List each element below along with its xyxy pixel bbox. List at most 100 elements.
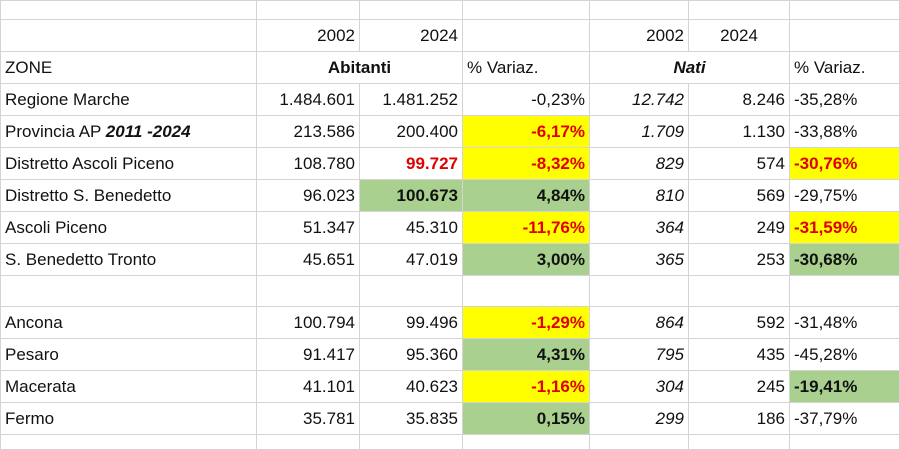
abitanti-2002-cell[interactable]: 51.347 [256,211,360,244]
nati-2024-cell[interactable]: 186 [688,402,790,435]
top-partial-row [0,0,900,20]
variation-abitanti-cell[interactable]: -8,32% [462,147,590,180]
abitanti-2024-cell[interactable]: 47.019 [359,243,463,276]
abitanti-2002-cell[interactable]: 35.781 [256,402,360,435]
zone-cell[interactable]: S. Benedetto Tronto [0,243,257,276]
abitanti-2024-cell[interactable]: 1.481.252 [359,83,463,116]
zone-cell[interactable]: Macerata [0,370,257,403]
zone-header[interactable]: ZONE [0,51,257,84]
nati-2002-cell[interactable]: 829 [589,147,689,180]
nati-2024-cell[interactable]: 435 [688,338,790,371]
nati-2002-cell[interactable]: 299 [589,402,689,435]
table-row: Fermo 35.781 35.835 0,15% 299 186 -37,79… [0,402,900,435]
zone-cell[interactable]: Ascoli Piceno [0,211,257,244]
variation-nati-cell[interactable]: -33,88% [789,115,900,148]
abitanti-2002-cell[interactable]: 100.794 [256,306,360,339]
nati-2024-cell[interactable]: 592 [688,306,790,339]
table-row: Macerata 41.101 40.623 -1,16% 304 245 -1… [0,370,900,403]
variation-nati-cell[interactable]: -29,75% [789,179,900,212]
zone-cell[interactable]: Distretto Ascoli Piceno [0,147,257,180]
variation-abitanti-cell[interactable]: 3,00% [462,243,590,276]
table-row: S. Benedetto Tronto 45.651 47.019 3,00% … [0,243,900,276]
nati-2002-cell[interactable]: 12.742 [589,83,689,116]
nati-2002-cell[interactable]: 1.709 [589,115,689,148]
variation-nati-cell[interactable]: -35,28% [789,83,900,116]
abitanti-2024-cell[interactable]: 99.496 [359,306,463,339]
nati-2024-cell[interactable]: 245 [688,370,790,403]
variation-nati-cell[interactable]: -19,41% [789,370,900,403]
variation-abitanti-cell[interactable]: -0,23% [462,83,590,116]
table-row: Distretto Ascoli Piceno 108.780 99.727 -… [0,147,900,180]
zone-cell[interactable]: Ancona [0,306,257,339]
abitanti-2002-cell[interactable]: 45.651 [256,243,360,276]
abitanti-2002-cell[interactable]: 91.417 [256,338,360,371]
zone-cell[interactable]: Pesaro [0,338,257,371]
abitanti-2002-cell[interactable]: 96.023 [256,179,360,212]
nati-2002-cell[interactable]: 795 [589,338,689,371]
abitanti-2002-cell[interactable]: 1.484.601 [256,83,360,116]
year-2002-abitanti[interactable]: 2002 [256,19,360,52]
year-2024-nati[interactable]: 2024 [688,19,790,52]
zone-cell[interactable]: Regione Marche [0,83,257,116]
variation-nati-cell[interactable]: -30,68% [789,243,900,276]
abitanti-2024-cell[interactable]: 99.727 [359,147,463,180]
table-row: Regione Marche 1.484.601 1.481.252 -0,23… [0,83,900,116]
variation-nati-cell[interactable]: -31,48% [789,306,900,339]
table-row: Ancona 100.794 99.496 -1,29% 864 592 -31… [0,306,900,339]
variation-nati-cell[interactable]: -31,59% [789,211,900,244]
zone-cell[interactable]: Provincia AP 2011 -2024 [0,115,257,148]
nati-2024-cell[interactable]: 8.246 [688,83,790,116]
nati-2002-cell[interactable]: 364 [589,211,689,244]
nati-2024-cell[interactable]: 574 [688,147,790,180]
table-row: Pesaro 91.417 95.360 4,31% 795 435 -45,2… [0,338,900,371]
nati-2002-cell[interactable]: 810 [589,179,689,212]
zone-cell[interactable]: Distretto S. Benedetto [0,179,257,212]
cell-empty[interactable] [789,19,900,52]
abitanti-2002-cell[interactable]: 41.101 [256,370,360,403]
variation-nati-cell[interactable]: -30,76% [789,147,900,180]
label-header-row: ZONE Abitanti % Variaz. Nati % Variaz. [0,51,900,84]
nati-2002-cell[interactable]: 864 [589,306,689,339]
abitanti-2002-cell[interactable]: 108.780 [256,147,360,180]
nati-2024-cell[interactable]: 1.130 [688,115,790,148]
table-row: Provincia AP 2011 -2024 213.586 200.400 … [0,115,900,148]
abitanti-2024-cell[interactable]: 200.400 [359,115,463,148]
nati-2002-cell[interactable]: 304 [589,370,689,403]
abitanti-2024-cell[interactable]: 35.835 [359,402,463,435]
abitanti-2024-cell[interactable]: 45.310 [359,211,463,244]
variation-abitanti-cell[interactable]: -6,17% [462,115,590,148]
zone-cell[interactable]: Fermo [0,402,257,435]
zone-name: Provincia AP [5,122,106,141]
nati-2024-cell[interactable]: 569 [688,179,790,212]
cell-empty[interactable] [0,19,257,52]
table-row: Ascoli Piceno 51.347 45.310 -11,76% 364 … [0,211,900,244]
variation-abitanti-cell[interactable]: -1,16% [462,370,590,403]
abitanti-2024-cell[interactable]: 95.360 [359,338,463,371]
variation-abitanti-cell[interactable]: -1,29% [462,306,590,339]
table-row: Distretto S. Benedetto 96.023 100.673 4,… [0,179,900,212]
abitanti-2002-cell[interactable]: 213.586 [256,115,360,148]
cell-empty[interactable] [462,19,590,52]
variation-abitanti-cell[interactable]: -11,76% [462,211,590,244]
variation-nati-cell[interactable]: -45,28% [789,338,900,371]
separator-row [0,275,900,307]
zone-period: 2011 -2024 [105,122,191,141]
variation-abitanti-header[interactable]: % Variaz. [462,51,590,84]
variation-nati-header[interactable]: % Variaz. [789,51,900,84]
abitanti-header[interactable]: Abitanti [256,51,463,84]
nati-2002-cell[interactable]: 365 [589,243,689,276]
nati-2024-cell[interactable]: 253 [688,243,790,276]
abitanti-2024-cell[interactable]: 100.673 [359,179,463,212]
year-2002-nati[interactable]: 2002 [589,19,689,52]
nati-2024-cell[interactable]: 249 [688,211,790,244]
variation-abitanti-cell[interactable]: 4,31% [462,338,590,371]
variation-nati-cell[interactable]: -37,79% [789,402,900,435]
abitanti-2024-cell[interactable]: 40.623 [359,370,463,403]
bottom-partial-row [0,434,900,450]
variation-abitanti-cell[interactable]: 0,15% [462,402,590,435]
nati-header[interactable]: Nati [589,51,790,84]
year-2024-abitanti[interactable]: 2024 [359,19,463,52]
variation-abitanti-cell[interactable]: 4,84% [462,179,590,212]
